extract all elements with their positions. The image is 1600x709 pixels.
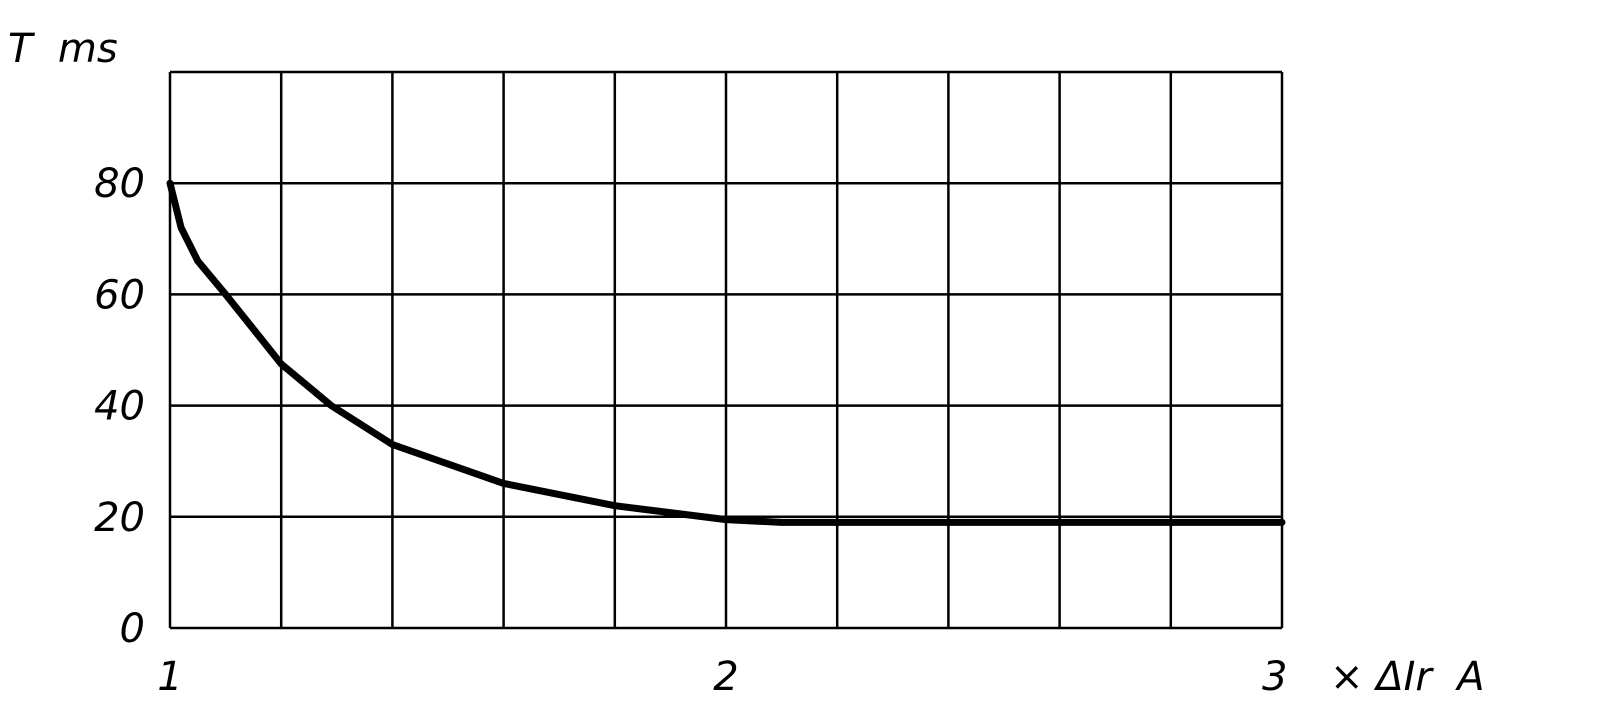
y-axis-label: T ms [8, 26, 118, 72]
y-tick-label: 80 [94, 161, 145, 207]
y-tick-label: 40 [94, 384, 145, 430]
x-tick-label: 3 [1262, 654, 1287, 700]
grid [168, 70, 1284, 630]
series-line [166, 179, 1286, 526]
y-tick-label: 60 [94, 272, 145, 318]
x-axis-label: × ΔIr A [1330, 654, 1485, 700]
y-tick-label: 0 [120, 606, 145, 652]
x-tick-label: 2 [713, 654, 738, 700]
y-tick-label: 20 [94, 495, 145, 541]
x-tick-label: 1 [157, 654, 182, 700]
